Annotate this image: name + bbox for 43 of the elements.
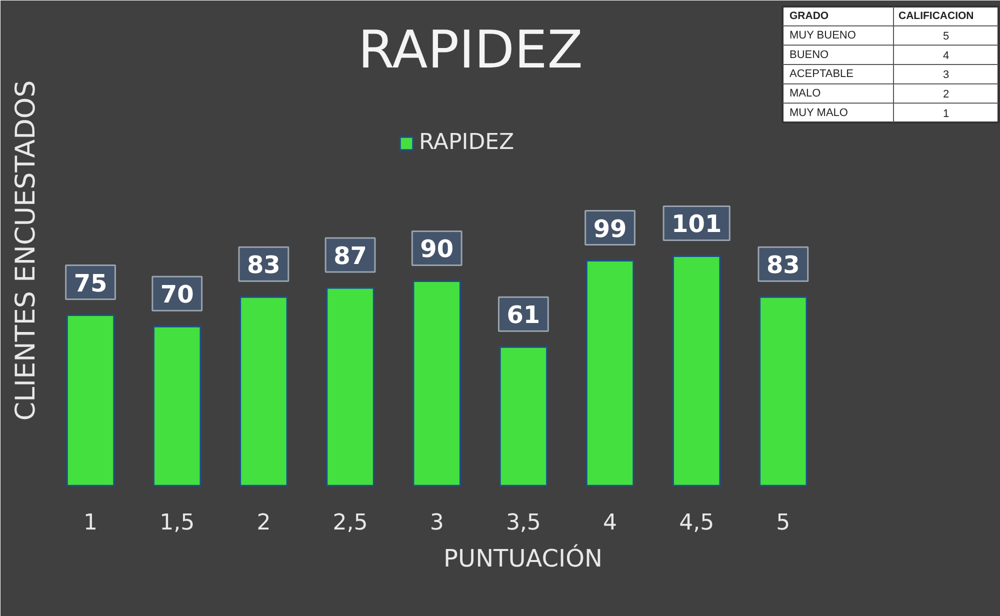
data-label: 70 [160,280,194,309]
data-label: 3 [942,69,950,82]
x-tick-label: 3 [430,510,444,536]
x-axis-title: PUNTUACIÓN [444,544,602,572]
x-tick-label: 3,5 [506,510,541,536]
category-label: ACEPTABLE [790,68,854,80]
x-tick-label: 4 [603,510,618,536]
data-label: 99 [593,214,627,243]
data-label: 5 [942,30,950,42]
category-label: MUY MALO [790,106,848,119]
category-label: BUENO [790,48,830,61]
bar [326,287,374,486]
bar [586,260,634,486]
category-label: MALO [790,88,822,100]
chart-title: RAPIDEZ [358,20,583,80]
bar [759,296,808,486]
bar [66,314,115,486]
x-tick-label: 5 [776,510,790,536]
data-label: 90 [420,235,454,264]
category-label: MUY BUENO [790,30,856,42]
y-axis-title: CLIENTES ENCUESTADOS [10,80,42,421]
x-tick-label: 1 [84,510,98,536]
text: CALIFICACION [898,10,974,22]
data-label: 75 [74,269,108,298]
x-tick-label: 1,5 [160,510,195,536]
data-label: 83 [766,251,800,280]
data-label: 4 [942,50,950,62]
data-label: 61 [506,301,540,330]
legend-label: RAPIDEZ [419,130,514,155]
bar [152,326,202,486]
x-tick-label: 4,5 [679,510,714,536]
bar [240,296,288,486]
text: GRADO [790,10,829,22]
x-tick-label: 2,5 [332,510,368,536]
data-label: 87 [334,242,367,270]
data-label: 1 [942,108,950,120]
bar [499,346,548,486]
bar [412,280,461,486]
data-label: 2 [942,88,950,100]
bar [672,255,721,486]
data-label: 101 [672,210,722,238]
data-label: 83 [246,251,280,280]
x-tick-label: 2 [256,510,271,536]
